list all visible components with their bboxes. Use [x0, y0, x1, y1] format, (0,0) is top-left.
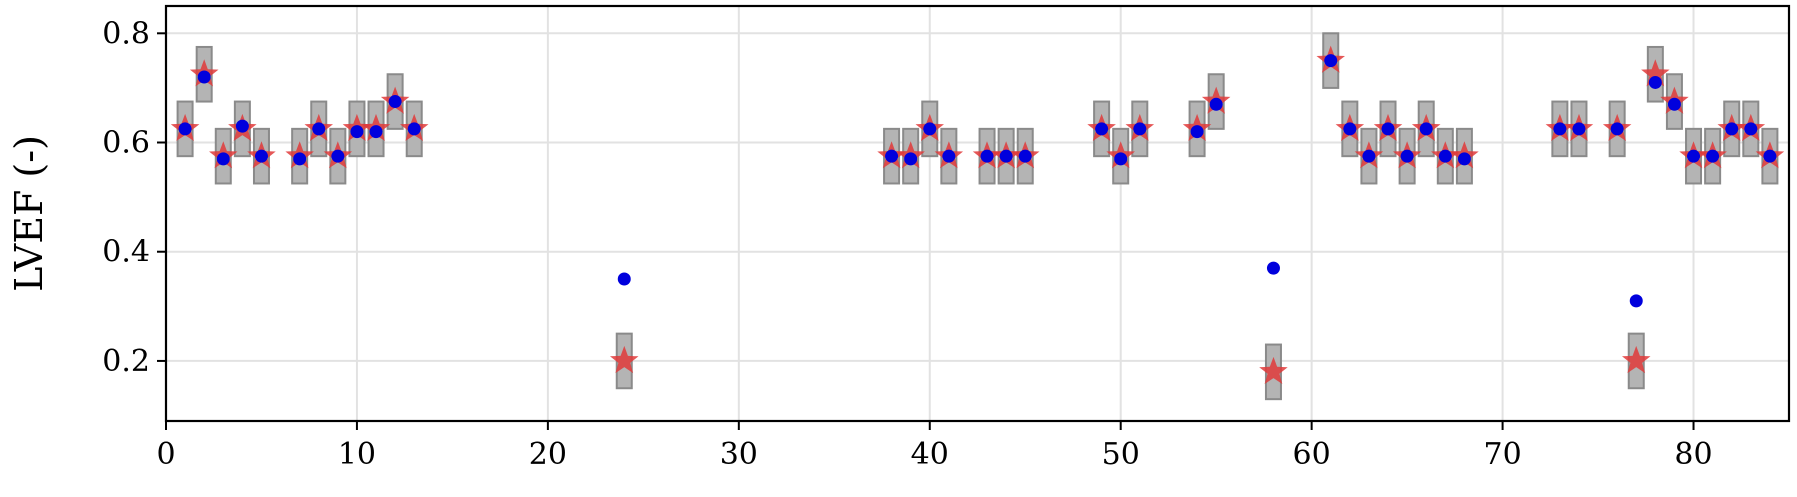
range-bands: [176, 32, 1779, 401]
dot-marker: [1572, 122, 1586, 136]
y-tick-label: 0.4: [102, 235, 150, 270]
x-tick-label: 20: [529, 437, 567, 472]
dot-marker: [1400, 149, 1414, 163]
dot-marker: [980, 149, 994, 163]
star-series: [170, 45, 1785, 384]
x-tick-label: 80: [1674, 437, 1712, 472]
dot-marker: [369, 125, 383, 139]
dot-marker: [942, 149, 956, 163]
dot-marker: [904, 152, 918, 166]
x-tick-label: 60: [1293, 437, 1331, 472]
dot-marker: [1438, 149, 1452, 163]
star-marker: [1641, 59, 1670, 87]
x-tick-label: 30: [720, 437, 758, 472]
dot-marker: [1324, 54, 1338, 68]
x-tick-label: 50: [1102, 437, 1140, 472]
dot-marker: [1095, 122, 1109, 136]
dot-marker: [999, 149, 1013, 163]
dot-marker: [1419, 122, 1433, 136]
dot-marker: [216, 152, 230, 166]
star-marker: [610, 345, 639, 374]
dot-marker: [1381, 122, 1395, 136]
dot-marker: [1362, 149, 1376, 163]
dot-marker: [1763, 149, 1777, 163]
dot-marker: [350, 125, 364, 139]
y-tick-label: 0.6: [102, 126, 150, 161]
x-tick-label: 40: [911, 437, 949, 472]
star-marker: [1622, 345, 1651, 374]
dot-series: [178, 54, 1777, 308]
dot-marker: [293, 152, 307, 166]
dot-marker: [312, 122, 326, 136]
x-tick-label: 10: [338, 437, 376, 472]
dot-marker: [1648, 75, 1662, 89]
dot-marker: [1667, 97, 1681, 111]
dot-marker: [1610, 122, 1624, 136]
dot-marker: [1190, 125, 1204, 139]
dot-marker: [331, 149, 345, 163]
dot-marker: [197, 70, 211, 84]
dot-marker: [923, 122, 937, 136]
dot-marker: [1018, 149, 1032, 163]
dot-marker: [178, 122, 192, 136]
dot-marker: [1725, 122, 1739, 136]
y-tick-label: 0.8: [102, 16, 150, 51]
dot-marker: [617, 272, 631, 286]
dot-marker: [1343, 122, 1357, 136]
dot-marker: [1706, 149, 1720, 163]
dot-marker: [1457, 152, 1471, 166]
dot-marker: [1209, 97, 1223, 111]
dot-marker: [235, 119, 249, 133]
dot-marker: [1687, 149, 1701, 163]
y-tick-label: 0.2: [102, 344, 150, 379]
dot-marker: [1629, 294, 1643, 308]
y-axis-label: LVEF (-): [7, 135, 51, 292]
dot-marker: [1553, 122, 1567, 136]
axis-ticks: 0 10 20 30 40 50 60 70 80 0.2 0.4 0.6 0.8: [102, 16, 1712, 472]
dot-marker: [1114, 152, 1128, 166]
star-marker: [1259, 356, 1288, 384]
dot-marker: [388, 95, 402, 109]
x-tick-label: 70: [1483, 437, 1521, 472]
x-tick-label: 0: [156, 437, 175, 472]
dot-marker: [1266, 261, 1280, 275]
grid: [165, 6, 1789, 421]
plot-frame: [164, 4, 1791, 423]
dot-marker: [407, 122, 421, 136]
dot-marker: [1744, 122, 1758, 136]
dot-marker: [885, 149, 899, 163]
dot-marker: [254, 149, 268, 163]
dot-marker: [1133, 122, 1147, 136]
